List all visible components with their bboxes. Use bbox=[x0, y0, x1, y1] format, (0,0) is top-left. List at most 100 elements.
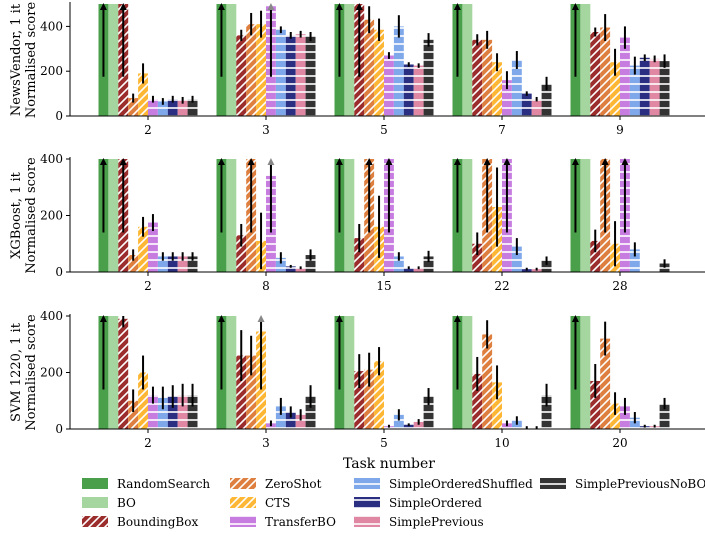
bar-SimpleOrdered-2 bbox=[167, 256, 178, 272]
bar-SimpleOrdered-2 bbox=[167, 396, 178, 429]
bar-SimpleOrderedShuffled-3 bbox=[275, 29, 286, 116]
bar-ZeroShot-20 bbox=[600, 338, 611, 429]
bar-SimplePreviousNoBO-5 bbox=[423, 39, 434, 117]
bar-SimplePrevious-2 bbox=[177, 395, 188, 429]
bar-SimplePrevious-9 bbox=[649, 58, 660, 116]
x-tick-label: 10 bbox=[494, 436, 509, 450]
bar-SimpleOrderedShuffled-15 bbox=[393, 256, 404, 272]
legend-label: BO bbox=[117, 496, 136, 510]
bar-SimplePreviousNoBO-20 bbox=[659, 403, 670, 429]
y-tick-label: 0 bbox=[55, 109, 63, 123]
clipped-marker-TransferBO-28 bbox=[621, 158, 629, 165]
clipped-marker-RandomSearch-2 bbox=[99, 315, 107, 322]
bar-SimpleOrderedShuffled-7 bbox=[511, 60, 522, 116]
legend-swatch bbox=[354, 497, 380, 508]
bar-BO-8 bbox=[226, 159, 237, 272]
clipped-marker-RandomSearch-5 bbox=[335, 315, 343, 322]
bar-SimplePreviousNoBO-3 bbox=[305, 396, 316, 429]
x-tick-label: 15 bbox=[376, 279, 391, 293]
panel-1: 0 200 400 2 3 5 7 9 NewsVendor, 1 itNormalised s… bbox=[9, 2, 705, 137]
bar-SimpleOrdered-3 bbox=[285, 412, 296, 429]
clipped-marker-RandomSearch-28 bbox=[571, 158, 579, 165]
legend-swatch bbox=[82, 478, 108, 489]
bar-SimpleOrderedShuffled-5 bbox=[393, 26, 404, 116]
bar-BoundingBox-10 bbox=[472, 373, 483, 429]
bar-SimpleOrderedShuffled-8 bbox=[275, 257, 286, 272]
bar-TransferBO-7 bbox=[502, 80, 512, 116]
bar-SimplePreviousNoBO-7 bbox=[541, 83, 552, 116]
bar-CTS-3 bbox=[256, 24, 266, 116]
bar-SimpleOrderedShuffled-2 bbox=[157, 256, 168, 272]
bar-TransferBO-20 bbox=[620, 406, 630, 429]
y-tick-label: 0 bbox=[55, 265, 63, 279]
bar-SimpleOrderedShuffled-2 bbox=[157, 101, 168, 116]
y-tick-label: 200 bbox=[40, 64, 63, 78]
legend-item-BO: BO bbox=[82, 496, 136, 510]
y-tick-label: 0 bbox=[55, 422, 63, 436]
panel-y-label: XGBoost, 1 itNormalised score bbox=[9, 157, 39, 274]
panel-y-label: SVM 1220, 1 itNormalised score bbox=[9, 314, 39, 431]
legend-swatch bbox=[354, 478, 380, 489]
bar-BO-5 bbox=[344, 4, 355, 116]
bar-TransferBO-2 bbox=[148, 395, 158, 429]
x-tick-label: 2 bbox=[144, 436, 152, 450]
clipped-marker-RandomSearch-3 bbox=[217, 3, 225, 10]
bar-BO-5 bbox=[344, 316, 355, 429]
bar-SimpleOrdered-3 bbox=[285, 35, 296, 116]
bar-BO-28 bbox=[580, 159, 591, 272]
legend-item-SimplePreviousNoBO: SimplePreviousNoBO bbox=[540, 477, 705, 491]
legend-label: BoundingBox bbox=[117, 515, 198, 529]
legend-label: CTS bbox=[265, 496, 290, 510]
bar-ZeroShot-2 bbox=[128, 255, 139, 272]
bar-TransferBO-2 bbox=[148, 222, 158, 272]
bar-SimpleOrderedShuffled-3 bbox=[275, 406, 286, 429]
bar-BO-22 bbox=[462, 159, 473, 272]
bar-SimpleOrdered-8 bbox=[285, 266, 296, 272]
bar-SimplePreviousNoBO-2 bbox=[187, 99, 198, 116]
clipped-marker-TransferBO-15 bbox=[385, 158, 393, 165]
bar-BO-20 bbox=[580, 316, 591, 429]
bar-BO-7 bbox=[462, 4, 473, 116]
clipped-marker-RandomSearch-2 bbox=[99, 158, 107, 165]
legend-item-SimpleOrderedShuffled: SimpleOrderedShuffled bbox=[354, 477, 533, 491]
legend-swatch bbox=[230, 497, 256, 508]
clipped-marker-RandomSearch-20 bbox=[571, 315, 579, 322]
bar-TransferBO-5 bbox=[384, 55, 394, 116]
legend-item-TransferBO: TransferBO bbox=[230, 515, 336, 529]
bar-ZeroShot-3 bbox=[246, 24, 257, 116]
bar-BoundingBox-20 bbox=[590, 380, 601, 429]
y-tick-label: 200 bbox=[40, 366, 63, 380]
bar-SimplePrevious-15 bbox=[413, 267, 424, 272]
legend-item-SimpleOrdered: SimpleOrdered bbox=[354, 496, 482, 510]
bar-SimplePreviousNoBO-9 bbox=[659, 61, 670, 116]
bar-ZeroShot-5 bbox=[364, 19, 375, 116]
bar-BoundingBox-22 bbox=[472, 243, 483, 272]
bar-BO-2 bbox=[108, 316, 119, 429]
bar-BoundingBox-3 bbox=[236, 355, 247, 429]
y-tick-label: 400 bbox=[40, 152, 63, 166]
clipped-marker-RandomSearch-7 bbox=[453, 3, 461, 10]
clipped-marker-BoundingBox-5 bbox=[355, 3, 363, 10]
x-tick-label: 2 bbox=[144, 123, 152, 137]
bar-ZeroShot-7 bbox=[482, 39, 493, 117]
bar-CTS-7 bbox=[492, 62, 502, 116]
clipped-marker-ZeroShot-8 bbox=[247, 158, 255, 165]
bar-CTS-2 bbox=[138, 73, 148, 116]
clipped-marker-RandomSearch-2 bbox=[99, 3, 107, 10]
bar-SimplePreviousNoBO-10 bbox=[541, 395, 552, 429]
bar-CTS-20 bbox=[610, 403, 620, 429]
bar-SimplePreviousNoBO-8 bbox=[305, 255, 316, 272]
legend-swatch bbox=[230, 478, 256, 489]
bar-BoundingBox-5 bbox=[354, 371, 365, 429]
x-tick-label: 5 bbox=[380, 123, 388, 137]
panel-y-label: NewsVendor, 1 itNormalised score bbox=[9, 2, 39, 119]
bar-SimpleOrdered-15 bbox=[403, 267, 414, 272]
legend-swatch bbox=[354, 516, 380, 527]
clipped-marker-RandomSearch-8 bbox=[217, 158, 225, 165]
legend-label: SimplePrevious bbox=[389, 515, 484, 529]
legend-label: TransferBO bbox=[265, 515, 336, 529]
x-axis-label: Task number bbox=[343, 456, 435, 472]
